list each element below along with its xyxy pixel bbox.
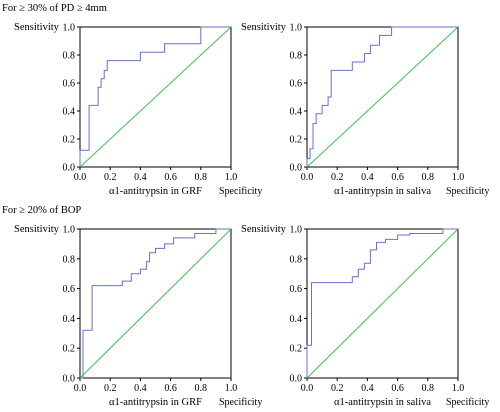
x-axis-label: α1-antitrypsin in GRF — [109, 397, 202, 408]
section-label-bop: For ≥ 20% of BOP — [2, 205, 81, 216]
y-tick-label: 0.2 — [63, 344, 76, 355]
x-axis-label: α1-antitrypsin in saliva — [334, 186, 431, 197]
y-tick-label: 0.4 — [290, 314, 303, 325]
x-axis-end-label: Specificity — [219, 186, 262, 197]
x-tick-label: 0.4 — [134, 383, 147, 394]
x-tick-label: 0.2 — [331, 383, 344, 394]
y-axis-label: Sensitivity — [241, 224, 287, 235]
y-tick-label: 0.0 — [63, 374, 76, 385]
y-tick-label: 0.0 — [63, 163, 76, 174]
y-tick-label: 0.4 — [63, 107, 76, 118]
x-axis-end-label: Specificity — [446, 397, 489, 408]
roc-curve-line — [79, 26, 231, 167]
y-tick-label: 0.8 — [63, 51, 76, 62]
x-tick-label: 1.0 — [452, 383, 465, 394]
x-tick-label: 0.6 — [391, 172, 404, 183]
reference-diagonal-line — [79, 228, 232, 379]
x-tick-label: 0.2 — [104, 383, 117, 394]
y-tick-label: 0.6 — [63, 284, 76, 295]
x-tick-label: 0.8 — [195, 172, 208, 183]
roc-curve-line — [306, 26, 458, 167]
x-tick-label: 0.6 — [164, 172, 177, 183]
x-tick-label: 1.0 — [225, 172, 238, 183]
y-tick-label: 0.4 — [290, 107, 303, 118]
x-tick-label: 0.0 — [74, 172, 87, 183]
x-tick-label: 0.6 — [164, 383, 177, 394]
section-label-pd: For ≥ 30% of PD ≥ 4mm — [2, 3, 107, 14]
y-tick-label: 1.0 — [290, 23, 303, 34]
y-tick-label: 0.4 — [63, 314, 76, 325]
x-axis-label: α1-antitrypsin in GRF — [109, 186, 202, 197]
x-tick-label: 0.4 — [361, 172, 374, 183]
reference-diagonal-line — [79, 26, 232, 168]
roc-curve-line — [80, 228, 231, 379]
y-tick-label: 1.0 — [63, 23, 76, 34]
y-axis-label: Sensitivity — [14, 22, 60, 33]
x-tick-label: 0.0 — [301, 383, 314, 394]
x-tick-label: 0.4 — [134, 172, 147, 183]
x-axis-end-label: Specificity — [219, 397, 262, 408]
x-tick-label: 0.4 — [361, 383, 374, 394]
y-tick-label: 1.0 — [63, 225, 76, 236]
y-tick-label: 0.2 — [290, 344, 303, 355]
plot-frame — [79, 228, 232, 379]
plot-frame — [306, 228, 459, 379]
x-axis-label: α1-antitrypsin in saliva — [334, 397, 431, 408]
plot-frame — [79, 26, 232, 168]
y-tick-label: 0.8 — [63, 254, 76, 265]
roc-panel-2: 0.00.00.20.20.40.40.60.60.80.81.01.0Sens… — [241, 22, 489, 197]
y-tick-label: 0.2 — [290, 135, 303, 146]
x-tick-label: 0.8 — [195, 383, 208, 394]
y-tick-label: 0.6 — [290, 284, 303, 295]
y-axis-label: Sensitivity — [14, 224, 60, 235]
x-tick-label: 0.0 — [301, 172, 314, 183]
x-tick-label: 0.8 — [422, 383, 435, 394]
y-tick-label: 0.2 — [63, 135, 76, 146]
y-tick-label: 0.0 — [290, 374, 303, 385]
y-tick-label: 0.8 — [290, 254, 303, 265]
reference-diagonal-line — [306, 26, 459, 168]
x-tick-label: 0.6 — [391, 383, 404, 394]
roc-curve-line — [306, 228, 458, 378]
x-tick-label: 0.2 — [104, 172, 117, 183]
roc-panel-4: 0.00.00.20.20.40.40.60.60.80.81.01.0Sens… — [241, 224, 489, 408]
x-tick-label: 1.0 — [452, 172, 465, 183]
x-tick-label: 0.8 — [422, 172, 435, 183]
roc-panel-1: 0.00.00.20.20.40.40.60.60.80.81.01.0Sens… — [14, 22, 262, 197]
x-tick-label: 1.0 — [225, 383, 238, 394]
y-tick-label: 0.6 — [290, 79, 303, 90]
y-axis-label: Sensitivity — [241, 22, 287, 33]
roc-panel-3: 0.00.00.20.20.40.40.60.60.80.81.01.0Sens… — [14, 224, 262, 408]
y-tick-label: 0.6 — [63, 79, 76, 90]
x-axis-end-label: Specificity — [446, 186, 489, 197]
y-tick-label: 0.0 — [290, 163, 303, 174]
plot-frame — [306, 26, 459, 168]
x-tick-label: 0.2 — [331, 172, 344, 183]
y-tick-label: 0.8 — [290, 51, 303, 62]
x-tick-label: 0.0 — [74, 383, 87, 394]
reference-diagonal-line — [306, 228, 459, 379]
y-tick-label: 1.0 — [290, 225, 303, 236]
